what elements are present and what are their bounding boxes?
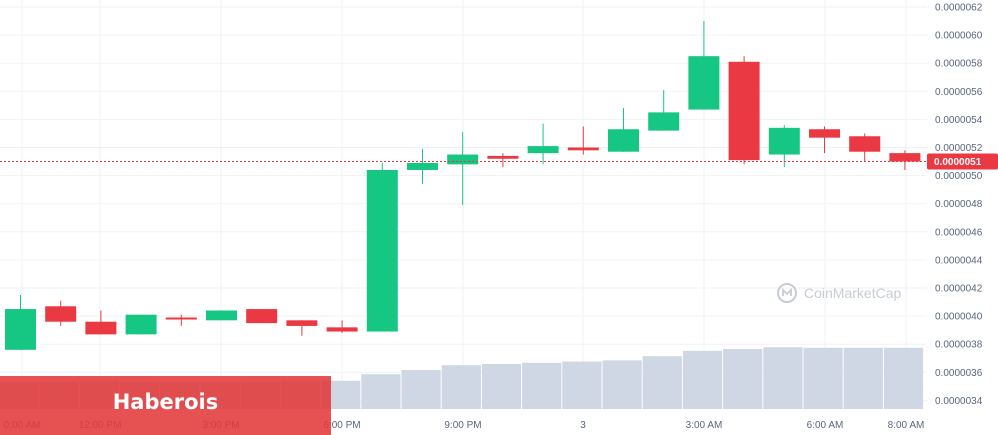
candle-body [366,169,398,332]
y-tick-label: 0.0000036 [935,368,983,379]
y-tick-label: 0.0000058 [935,59,983,70]
volume-bar [723,349,763,409]
volume-bar [763,347,803,409]
candle [326,320,358,333]
volume-bar [361,374,401,409]
y-tick-label: 0.0000040 [935,312,983,323]
candles [5,21,921,350]
candle-body [5,309,36,350]
y-tick-label: 0.0000046 [935,227,983,238]
x-tick-label: 3:00 AM [686,420,723,431]
candle-body [527,146,559,154]
x-tick-label: 9:00 PM [444,420,481,431]
y-tick-label: 0.0000056 [935,87,983,98]
grid-lines [0,0,927,405]
candle-body [487,155,519,159]
y-tick-label: 0.0000050 [935,171,983,182]
coinmarketcap-logo-icon [777,283,797,303]
volume-bar [401,370,441,409]
candle [567,126,599,155]
candle [407,148,438,185]
watermark-text: CoinMarketCap [804,285,901,301]
volume-bar [883,347,924,409]
candle-body [809,129,840,138]
volume-bar [441,365,481,409]
candle [165,314,197,326]
y-tick-label: 0.0000044 [935,255,983,266]
y-axis: 0.0000062 0.0000060 0.0000058 0.0000056 0.00… [935,3,983,407]
candle-body [407,162,438,170]
y-tick-label: 0.0000038 [935,340,983,351]
candle [45,300,77,326]
y-tick-label: 0.0000060 [935,31,983,42]
volume-bar [602,360,642,409]
haberois-banner: Haberois [0,376,331,435]
candle-body [165,317,197,320]
candle-body [849,136,881,152]
volume-bar [481,364,522,409]
volume-bar [642,356,682,409]
volume-bar [682,350,723,409]
current-price-tag: 0.0000051 [927,153,998,170]
y-tick-label: 0.0000054 [935,115,983,126]
candle-body [246,309,278,324]
x-tick-label: 6:00 PM [323,420,360,431]
volume-bar [843,347,883,409]
banner-text: Haberois [112,390,219,414]
candle-body [447,154,479,165]
candle-body [608,129,639,152]
candle-body [889,153,921,162]
candle [809,126,840,154]
candle [286,320,318,336]
candle [648,89,680,131]
y-tick-label: 0.0000048 [935,199,983,210]
candle [366,162,398,332]
candle-body [206,310,237,321]
current-price-label: 0.0000051 [934,157,982,168]
candle-body [567,147,599,151]
candle-body [326,327,358,332]
x-tick-label: 8:00 AM [888,420,925,431]
candle [728,56,760,165]
watermark: CoinMarketCap [777,283,901,303]
current-price-tag-bg [927,153,998,170]
candle [447,132,479,206]
candle-body [728,61,760,161]
candle [889,150,921,170]
y-tick-label: 0.0000052 [935,143,983,154]
candle-body [286,320,318,326]
candle [768,125,800,168]
x-tick-label: 6:00 AM [807,420,844,431]
candle [206,310,237,321]
candle [246,309,278,324]
candle-body [125,314,157,335]
y-tick-label: 0.0000034 [935,396,983,407]
volume-bar [562,361,602,409]
candle-body [648,112,680,131]
candle [85,310,117,335]
candle [5,295,36,350]
candle [608,108,639,152]
volume-bar [803,347,843,409]
candle [487,153,519,168]
candle-body [85,321,117,335]
candle-body [45,306,77,322]
x-tick-label: 3 [580,420,586,431]
volume-bar [522,362,562,409]
y-tick-label: 0.0000042 [935,284,983,295]
candle-body [768,127,800,155]
y-tick-label: 0.0000062 [935,3,983,14]
candle [125,314,157,335]
candle-body [688,56,720,110]
candle [688,21,720,110]
candle [849,133,881,162]
candle [527,123,559,165]
